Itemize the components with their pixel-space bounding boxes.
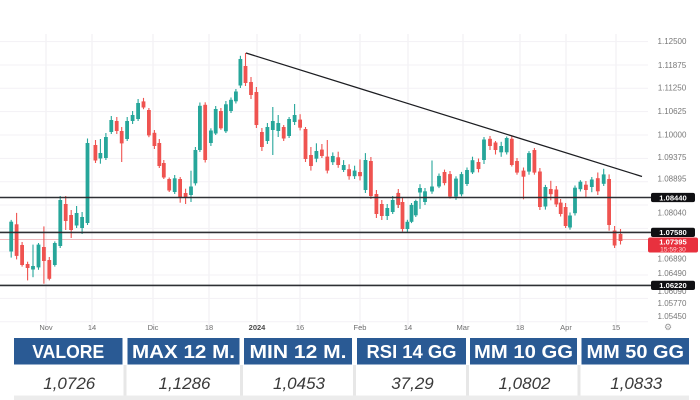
svg-text:2024: 2024	[249, 323, 267, 332]
svg-text:1,0453: 1,0453	[273, 374, 326, 393]
svg-text:1.06890: 1.06890	[658, 254, 687, 263]
svg-text:⚙: ⚙	[664, 322, 672, 332]
svg-text:1,0833: 1,0833	[610, 374, 663, 393]
svg-text:1.09375: 1.09375	[658, 153, 687, 162]
svg-text:18: 18	[516, 323, 524, 332]
svg-text:18: 18	[205, 323, 213, 332]
svg-text:MM 50 GG: MM 50 GG	[587, 342, 685, 362]
svg-text:37,29: 37,29	[391, 374, 434, 393]
svg-text:1.07395: 1.07395	[659, 238, 687, 247]
svg-text:1.08040: 1.08040	[658, 209, 687, 218]
svg-text:1,0726: 1,0726	[43, 374, 96, 393]
svg-text:Apr: Apr	[560, 323, 572, 332]
svg-text:1.11250: 1.11250	[658, 84, 687, 93]
svg-text:1,1286: 1,1286	[159, 374, 212, 393]
svg-text:MAX 12 M.: MAX 12 M.	[132, 342, 235, 362]
svg-text:MM 10 GG: MM 10 GG	[474, 342, 573, 362]
svg-text:1.08440: 1.08440	[659, 193, 686, 202]
svg-text:Mar: Mar	[457, 323, 470, 332]
svg-text:VALORE: VALORE	[32, 342, 104, 362]
svg-text:16: 16	[296, 323, 304, 332]
svg-text:1.05770: 1.05770	[658, 299, 687, 308]
svg-text:1.11875: 1.11875	[658, 61, 687, 70]
svg-text:Dic: Dic	[148, 323, 159, 332]
svg-text:MIN 12 M.: MIN 12 M.	[250, 342, 347, 362]
svg-text:Nov: Nov	[39, 323, 53, 332]
svg-text:1.12500: 1.12500	[658, 37, 687, 46]
svg-text:15:59:30: 15:59:30	[660, 247, 686, 254]
svg-text:1.10625: 1.10625	[658, 107, 687, 116]
svg-text:14: 14	[404, 323, 412, 332]
svg-text:1.06090: 1.06090	[658, 287, 687, 296]
svg-text:1.07580: 1.07580	[659, 228, 686, 237]
svg-text:15: 15	[612, 323, 620, 332]
svg-text:1.06220: 1.06220	[659, 281, 686, 290]
svg-text:Feb: Feb	[354, 323, 367, 332]
svg-text:14: 14	[88, 323, 96, 332]
svg-text:1.06490: 1.06490	[658, 269, 687, 278]
svg-text:RSI 14 GG: RSI 14 GG	[367, 342, 457, 362]
svg-text:1.05450: 1.05450	[658, 312, 687, 321]
svg-text:1.10000: 1.10000	[658, 131, 687, 140]
svg-text:1.08895: 1.08895	[658, 175, 687, 184]
svg-text:1,0802: 1,0802	[499, 374, 552, 393]
